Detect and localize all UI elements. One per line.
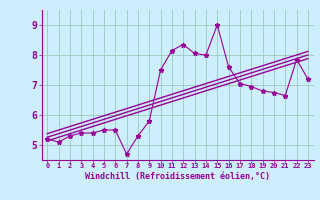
X-axis label: Windchill (Refroidissement éolien,°C): Windchill (Refroidissement éolien,°C) [85,172,270,181]
